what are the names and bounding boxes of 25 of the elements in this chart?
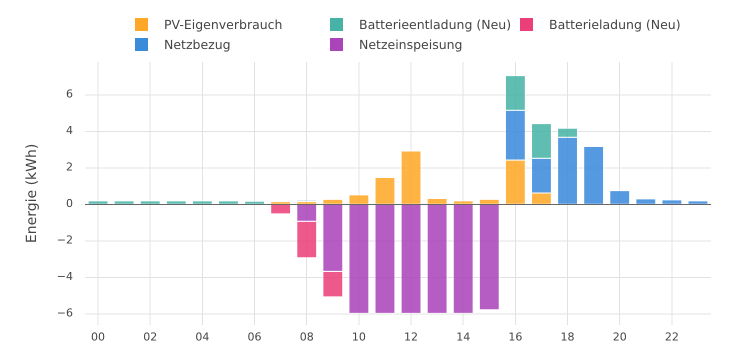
x-tick-label: 10 bbox=[352, 330, 366, 344]
y-tick-label: 2 bbox=[66, 160, 74, 174]
x-tick-label: 02 bbox=[143, 330, 158, 344]
x-tick-label: 00 bbox=[91, 330, 106, 344]
y-tick-label: 4 bbox=[66, 124, 74, 138]
y-tick-label: 6 bbox=[66, 88, 74, 101]
legend-label: PV-Eigenverbrauch bbox=[164, 16, 282, 32]
x-tick-label: 06 bbox=[248, 330, 262, 344]
y-tick-label: 0 bbox=[66, 197, 74, 210]
x-tick-label: 14 bbox=[456, 330, 470, 344]
y-tick-label: −6 bbox=[56, 306, 74, 320]
y-axis-title: Energie (kWh) bbox=[24, 144, 40, 244]
y-tick-label: −2 bbox=[56, 234, 74, 247]
x-tick-label: 12 bbox=[404, 330, 418, 344]
legend-label: Batterieentladung (Neu) bbox=[359, 16, 512, 32]
x-tick-label: 04 bbox=[195, 330, 210, 344]
y-tick-label: −4 bbox=[56, 270, 74, 284]
legend-label: Batterieladung (Neu) bbox=[549, 16, 681, 32]
x-tick-label: 18 bbox=[560, 330, 575, 344]
x-tick-label: 16 bbox=[508, 330, 522, 344]
legend-label: Netzbezug bbox=[164, 36, 231, 52]
legend-label: Netzeinspeisung bbox=[359, 36, 462, 52]
x-tick-label: 22 bbox=[664, 330, 679, 344]
x-tick-label: 08 bbox=[300, 330, 314, 344]
x-tick-label: 20 bbox=[612, 330, 627, 344]
